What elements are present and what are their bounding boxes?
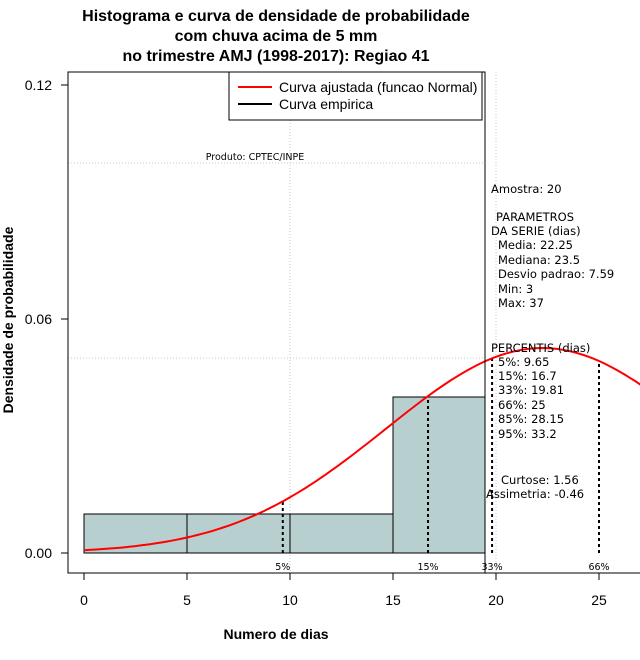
params-header-1: PARAMETROS: [496, 210, 574, 224]
sample-size: Amostra: 20: [491, 182, 562, 196]
percentis-header: PERCENTIS (dias): [491, 341, 590, 355]
product-label: Produto: CPTEC/INPE: [206, 152, 305, 163]
legend-box: [228, 71, 483, 121]
percentile-label: 66%: [588, 562, 609, 573]
y-tick-label: 0.06: [25, 311, 52, 327]
percentil-66: 66%: 25: [498, 398, 546, 412]
x-axis-label: Numero de dias: [223, 626, 328, 642]
y-tick-label: 0.12: [25, 77, 52, 93]
percentile-label: 5%: [275, 562, 290, 573]
legend-label-empirical: Curva empirica: [279, 96, 373, 112]
percentile-labels: 5%15%33%66%85%95%: [275, 562, 609, 573]
histogram-bar: [392, 396, 486, 554]
skewness: Assimetria: -0.46: [486, 487, 584, 501]
percentil-15: 15%: 16.7: [498, 369, 557, 383]
chart-title-line-3: no trimestre AMJ (1998-2017): Regiao 41: [122, 48, 429, 65]
legend: Curva ajustada (funcao Normal) Curva emp…: [228, 71, 483, 121]
percentile-lines: [281, 358, 600, 553]
stats-panel: Amostra: 20 PARAMETROS DA SERIE (dias) M…: [486, 182, 614, 501]
percentil-85: 85%: 28.15: [498, 412, 564, 426]
y-axis-label: Densidade de probabilidade: [0, 226, 16, 413]
y-tick-label: 0.00: [25, 545, 52, 561]
param-max: Max: 37: [498, 296, 544, 310]
chart-title-line-2: com chuva acima de 5 mm: [175, 28, 378, 45]
normal-curve: [83, 346, 640, 552]
params-header-2: DA SERIE (dias): [491, 224, 581, 238]
y-axis: 0.00 0.06 0.12: [25, 77, 69, 561]
grid-lines: [68, 72, 497, 573]
histogram-bar: [83, 513, 188, 554]
histogram-bars: [83, 396, 486, 554]
x-tick-label: 20: [488, 592, 504, 608]
param-min: Min: 3: [498, 282, 533, 296]
x-axis: 05101520253035: [80, 572, 640, 608]
chart-title-line-1: Histograma e curva de densidade de proba…: [82, 8, 470, 25]
x-tick-label: 10: [282, 592, 298, 608]
legend-label-fitted: Curva ajustada (funcao Normal): [279, 79, 477, 95]
param-median: Mediana: 23.5: [498, 253, 580, 267]
percentil-5: 5%: 9.65: [498, 355, 549, 369]
x-tick-label: 15: [385, 592, 401, 608]
histogram-bar: [289, 513, 394, 554]
x-tick-label: 25: [591, 592, 607, 608]
x-tick-label: 5: [183, 592, 191, 608]
x-tick-label: 0: [80, 592, 88, 608]
kurtosis: Curtose: 1.56: [501, 473, 579, 487]
percentil-95: 95%: 33.2: [498, 427, 557, 441]
param-sd: Desvio padrao: 7.59: [498, 267, 614, 281]
percentil-33: 33%: 19.81: [498, 383, 564, 397]
percentile-label: 33%: [482, 562, 503, 573]
param-mean: Media: 22.25: [498, 238, 573, 252]
percentile-label: 15%: [417, 562, 438, 573]
